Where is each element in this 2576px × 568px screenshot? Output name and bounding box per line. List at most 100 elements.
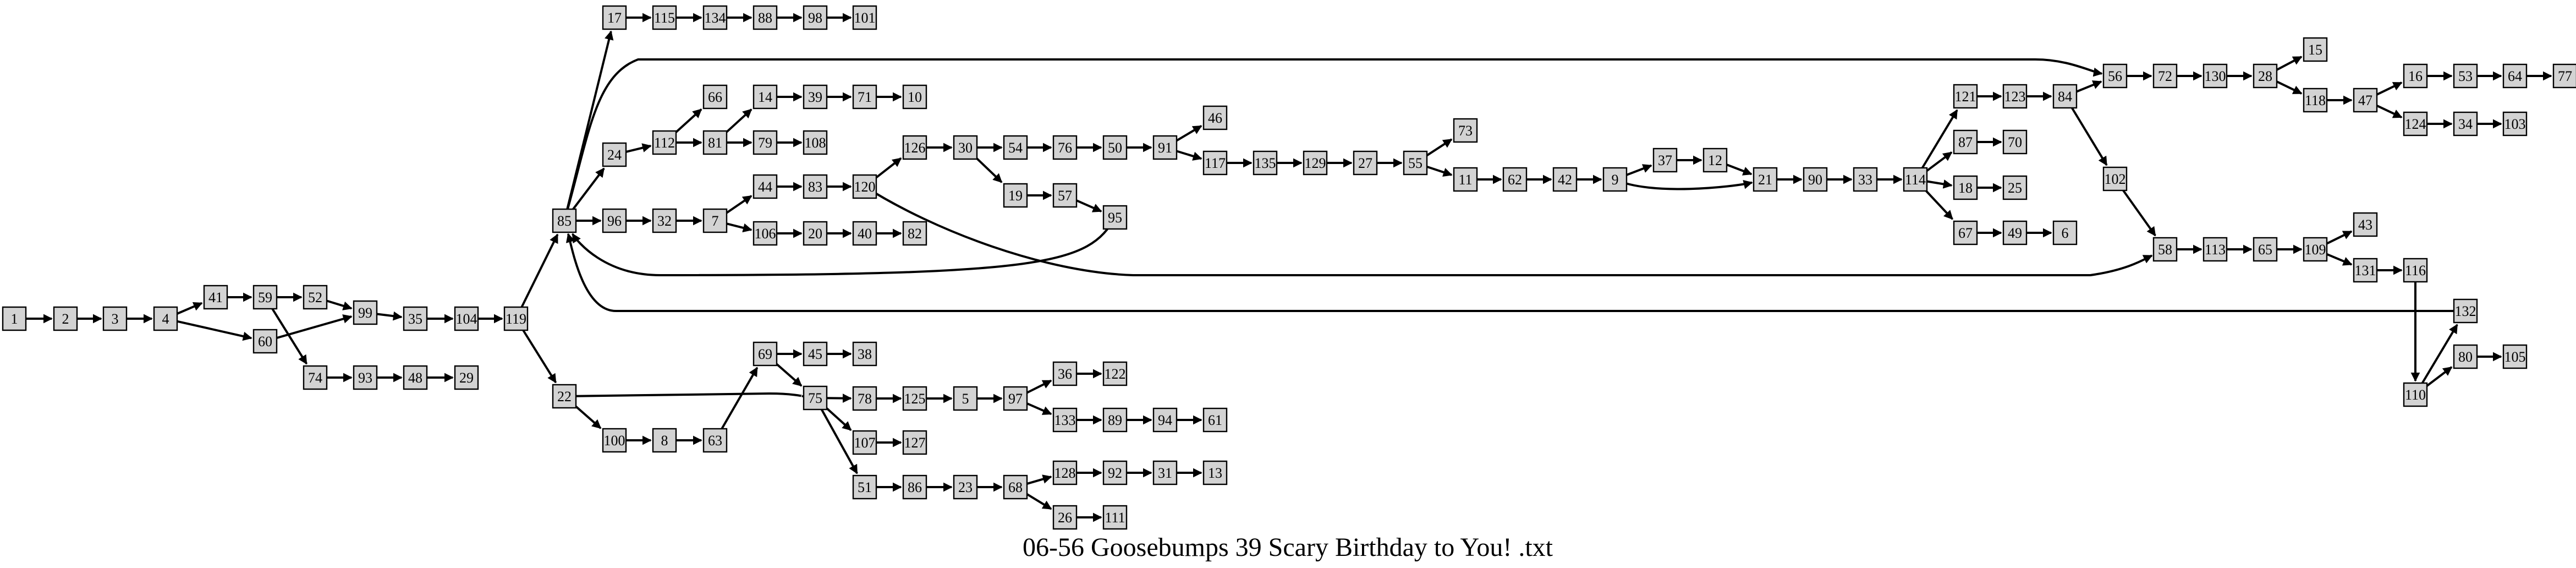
edge-91-46 xyxy=(1176,125,1202,142)
graph-caption: 06-56 Goosebumps 39 Scary Birthday to Yo… xyxy=(1023,533,1553,562)
node-label: 54 xyxy=(1008,140,1023,156)
node-61: 61 xyxy=(1202,407,1228,433)
node-label: 123 xyxy=(2004,89,2026,105)
edge-7-106 xyxy=(726,222,753,233)
node-label: 104 xyxy=(456,311,477,327)
node-label: 52 xyxy=(308,290,322,305)
node-76: 76 xyxy=(1052,135,1078,160)
node-58: 58 xyxy=(2152,237,2178,262)
node-box xyxy=(902,221,927,246)
edge-75-107 xyxy=(826,407,852,431)
node-111: 111 xyxy=(1102,505,1128,530)
node-label: 108 xyxy=(805,135,826,151)
node-label: 21 xyxy=(1758,172,1772,188)
node-label: 87 xyxy=(1958,134,1973,150)
node-box xyxy=(1052,505,1078,530)
node-label: 3 xyxy=(112,311,119,327)
node-51: 51 xyxy=(852,474,877,500)
node-108: 108 xyxy=(803,130,828,155)
node-label: 103 xyxy=(2504,116,2526,132)
edge-81-14 xyxy=(726,108,753,133)
node-label: 116 xyxy=(2405,263,2426,278)
node-box xyxy=(753,84,778,110)
node-label: 22 xyxy=(557,389,572,405)
edge-22-100 xyxy=(575,405,602,429)
node-label: 39 xyxy=(808,89,822,105)
node-label: 37 xyxy=(1658,152,1672,168)
node-label: 8 xyxy=(661,433,668,449)
node-box xyxy=(53,306,78,331)
node-box xyxy=(2052,220,2078,245)
node-box xyxy=(203,285,228,310)
node-68: 68 xyxy=(1003,474,1028,500)
edge-12-21 xyxy=(1726,163,1753,176)
node-66: 66 xyxy=(702,84,728,110)
node-box xyxy=(1953,129,1978,155)
node-label: 7 xyxy=(712,213,719,229)
node-box xyxy=(1003,386,1028,411)
node-label: 2 xyxy=(62,311,69,327)
node-24: 24 xyxy=(602,142,627,167)
node-48: 48 xyxy=(403,365,428,390)
edge-30-19 xyxy=(976,157,1003,183)
node-36: 36 xyxy=(1052,361,1078,386)
node-label: 131 xyxy=(2355,263,2376,278)
node-box xyxy=(2453,111,2478,136)
node-box xyxy=(1202,460,1228,485)
node-33: 33 xyxy=(1853,167,1878,192)
node-119: 119 xyxy=(503,306,529,331)
node-73: 73 xyxy=(1453,118,1478,143)
node-127: 127 xyxy=(902,430,927,455)
node-label: 58 xyxy=(2158,242,2172,258)
node-57: 57 xyxy=(1052,183,1078,208)
node-box xyxy=(2502,63,2528,89)
node-5: 5 xyxy=(953,386,978,411)
node-label: 89 xyxy=(1108,412,1122,428)
node-box xyxy=(1102,407,1128,433)
node-6: 6 xyxy=(2052,220,2078,245)
node-box xyxy=(852,341,877,367)
node-122: 122 xyxy=(1102,361,1128,386)
node-box xyxy=(1253,150,1278,176)
node-135: 135 xyxy=(1253,150,1278,176)
node-label: 23 xyxy=(958,479,973,495)
node-box xyxy=(1052,361,1078,386)
node-box xyxy=(702,428,728,453)
node-box xyxy=(1803,167,1828,192)
node-label: 81 xyxy=(708,135,722,151)
node-box xyxy=(1303,150,1328,176)
edge-9-21 xyxy=(1614,178,1753,190)
node-20: 20 xyxy=(803,221,828,246)
node-box xyxy=(1903,167,1928,192)
node-28: 28 xyxy=(2253,63,2278,89)
edge-114-67 xyxy=(1925,190,1953,220)
node-label: 85 xyxy=(557,213,572,229)
node-label: 11 xyxy=(1458,172,1472,188)
node-30: 30 xyxy=(953,135,978,160)
edge-75-51 xyxy=(820,409,858,474)
node-77: 77 xyxy=(2552,63,2576,89)
edge-84-102 xyxy=(2070,107,2108,166)
node-box xyxy=(1652,148,1678,173)
node-label: 112 xyxy=(654,135,675,151)
node-box xyxy=(803,341,828,367)
node-label: 4 xyxy=(162,311,169,327)
node-box xyxy=(303,365,328,390)
edge-114-18 xyxy=(1926,179,1953,189)
node-91: 91 xyxy=(1152,135,1178,160)
node-53: 53 xyxy=(2453,63,2478,89)
node-box xyxy=(2002,84,2028,109)
node-label: 28 xyxy=(2258,68,2272,84)
node-121: 121 xyxy=(1953,84,1978,109)
node-117: 117 xyxy=(1202,150,1228,176)
node-box xyxy=(1052,407,1078,433)
node-label: 51 xyxy=(858,479,872,495)
node-label: 64 xyxy=(2508,68,2522,84)
node-box xyxy=(902,474,927,500)
node-14: 14 xyxy=(753,84,778,110)
node-box xyxy=(2253,237,2278,262)
node-7: 7 xyxy=(702,208,728,233)
node-box xyxy=(953,474,978,500)
node-label: 41 xyxy=(208,290,223,305)
